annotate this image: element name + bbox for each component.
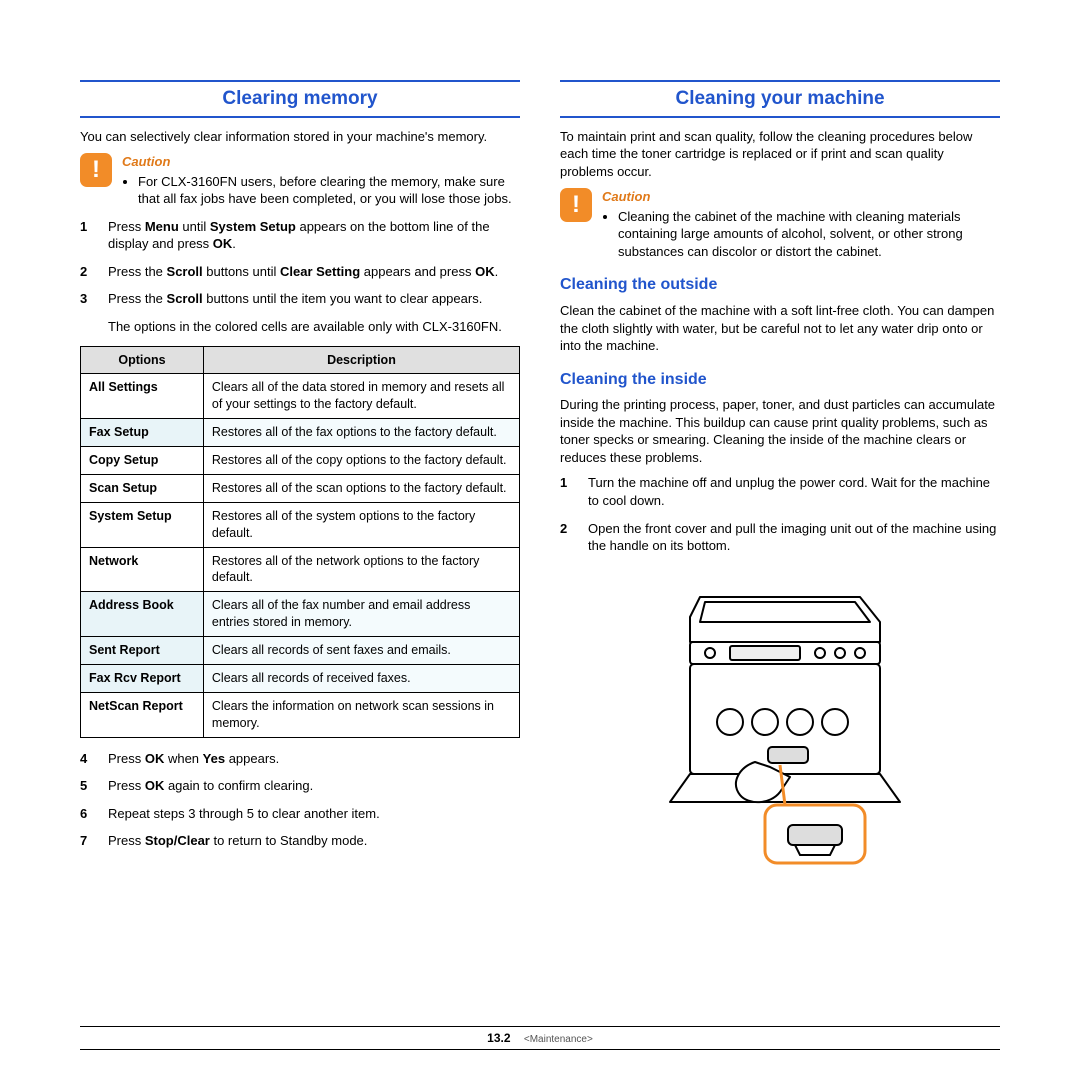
option-description: Clears all of the fax number and email a… — [203, 592, 519, 637]
table-row: Scan SetupRestores all of the scan optio… — [81, 474, 520, 502]
body-text: Clean the cabinet of the machine with a … — [560, 302, 1000, 355]
caution-box: ! Caution Cleaning the cabinet of the ma… — [560, 188, 1000, 260]
printer-figure — [630, 567, 930, 867]
step-item: 1 Turn the machine off and unplug the pow… — [560, 474, 1000, 509]
option-name: Sent Report — [81, 637, 204, 665]
step-item: 5 Press OK again to confirm clearing. — [80, 777, 520, 795]
table-row: NetScan ReportClears the information on … — [81, 692, 520, 737]
caution-item: For CLX-3160FN users, before clearing th… — [138, 173, 520, 208]
steps-list: 1 Turn the machine off and unplug the pow… — [560, 474, 1000, 554]
step-number: 3 — [80, 290, 94, 308]
step-text: Press OK when Yes appears. — [108, 750, 520, 768]
section-title-clearing-memory: Clearing memory — [80, 80, 520, 118]
option-description: Restores all of the system options to th… — [203, 502, 519, 547]
table-header-description: Description — [203, 346, 519, 374]
step-number: 1 — [560, 474, 574, 492]
step-text: Open the front cover and pull the imagin… — [588, 520, 1000, 555]
option-description: Restores all of the fax options to the f… — [203, 419, 519, 447]
step-item: 4 Press OK when Yes appears. — [80, 750, 520, 768]
step-item: 6 Repeat steps 3 through 5 to clear anoth… — [80, 805, 520, 823]
option-name: Fax Rcv Report — [81, 664, 204, 692]
option-name: System Setup — [81, 502, 204, 547]
subheading-outside: Cleaning the outside — [560, 274, 1000, 296]
table-row: Fax Rcv ReportClears all records of rece… — [81, 664, 520, 692]
intro-text: You can selectively clear information st… — [80, 128, 520, 146]
page-footer: 13.2 <Maintenance> — [80, 1026, 1000, 1051]
option-name: Scan Setup — [81, 474, 204, 502]
caution-icon: ! — [80, 153, 112, 187]
option-name: Network — [81, 547, 204, 592]
option-name: All Settings — [81, 374, 204, 419]
option-description: Clears all records of sent faxes and ema… — [203, 637, 519, 665]
option-name: Address Book — [81, 592, 204, 637]
option-description: Restores all of the copy options to the … — [203, 447, 519, 475]
step-number: 6 — [80, 805, 94, 823]
step-text: Press Menu until System Setup appears on… — [108, 218, 520, 253]
table-row: Sent ReportClears all records of sent fa… — [81, 637, 520, 665]
table-row: All SettingsClears all of the data store… — [81, 374, 520, 419]
step-number: 7 — [80, 832, 94, 850]
step-item: 1 Press Menu until System Setup appears o… — [80, 218, 520, 253]
options-table: Options Description All SettingsClears a… — [80, 346, 520, 738]
step-item: 7 Press Stop/Clear to return to Standby m… — [80, 832, 520, 850]
left-column: Clearing memory You can selectively clea… — [80, 80, 520, 1006]
option-name: Copy Setup — [81, 447, 204, 475]
right-column: Cleaning your machine To maintain print … — [560, 80, 1000, 1006]
option-description: Restores all of the scan options to the … — [203, 474, 519, 502]
caution-item: Cleaning the cabinet of the machine with… — [618, 208, 1000, 261]
option-description: Clears all records of received faxes. — [203, 664, 519, 692]
option-name: NetScan Report — [81, 692, 204, 737]
step-item: 2 Open the front cover and pull the imagi… — [560, 520, 1000, 555]
step-text: Press Stop/Clear to return to Standby mo… — [108, 832, 520, 850]
intro-text: To maintain print and scan quality, foll… — [560, 128, 1000, 181]
step-text: Press OK again to confirm clearing. — [108, 777, 520, 795]
step-text: Repeat steps 3 through 5 to clear anothe… — [108, 805, 520, 823]
steps-list: 1 Press Menu until System Setup appears o… — [80, 218, 520, 336]
step-number: 5 — [80, 777, 94, 795]
page-number: 13.2 — [487, 1031, 510, 1045]
option-description: Clears all of the data stored in memory … — [203, 374, 519, 419]
option-name: Fax Setup — [81, 419, 204, 447]
step-text: Press the Scroll buttons until the item … — [108, 290, 520, 335]
table-row: System SetupRestores all of the system o… — [81, 502, 520, 547]
chapter-label: <Maintenance> — [524, 1034, 593, 1045]
caution-list: For CLX-3160FN users, before clearing th… — [122, 173, 520, 208]
step-item: 2 Press the Scroll buttons until Clear Se… — [80, 263, 520, 281]
option-description: Clears the information on network scan s… — [203, 692, 519, 737]
step-item: 3 Press the Scroll buttons until the item… — [80, 290, 520, 335]
caution-label: Caution — [602, 188, 1000, 206]
table-header-options: Options — [81, 346, 204, 374]
step-text: Turn the machine off and unplug the powe… — [588, 474, 1000, 509]
body-text: During the printing process, paper, tone… — [560, 396, 1000, 466]
step-text: Press the Scroll buttons until Clear Set… — [108, 263, 520, 281]
step-number: 2 — [80, 263, 94, 281]
steps-list: 4 Press OK when Yes appears. 5 Press OK aga… — [80, 750, 520, 850]
option-description: Restores all of the network options to t… — [203, 547, 519, 592]
step-number: 4 — [80, 750, 94, 768]
table-row: NetworkRestores all of the network optio… — [81, 547, 520, 592]
section-title-cleaning: Cleaning your machine — [560, 80, 1000, 118]
table-row: Fax SetupRestores all of the fax options… — [81, 419, 520, 447]
caution-label: Caution — [122, 153, 520, 171]
table-row: Copy SetupRestores all of the copy optio… — [81, 447, 520, 475]
caution-list: Cleaning the cabinet of the machine with… — [602, 208, 1000, 261]
table-row: Address BookClears all of the fax number… — [81, 592, 520, 637]
step-number: 1 — [80, 218, 94, 236]
caution-icon: ! — [560, 188, 592, 222]
caution-box: ! Caution For CLX-3160FN users, before c… — [80, 153, 520, 208]
step-number: 2 — [560, 520, 574, 538]
subheading-inside: Cleaning the inside — [560, 369, 1000, 391]
